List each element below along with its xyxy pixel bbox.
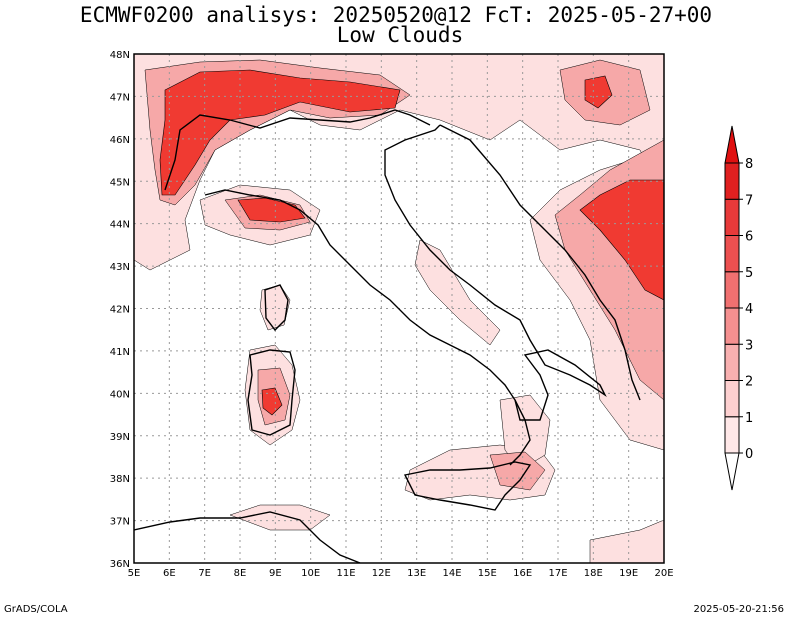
africa-coastline xyxy=(134,511,361,563)
colorbar-min-arrow xyxy=(724,452,740,491)
lon-label: 16E xyxy=(513,568,532,579)
colorbar: 0 1 2 3 4 5 6 7 8 xyxy=(724,125,753,491)
lon-label: 15E xyxy=(478,568,497,579)
lat-label: 38N xyxy=(110,474,130,485)
colorbar-swatch xyxy=(724,307,740,345)
colorbar-label: 5 xyxy=(745,266,753,281)
cloud-area-apennines xyxy=(414,239,501,346)
colorbar-label: 3 xyxy=(745,338,753,353)
colorbar-label: 2 xyxy=(745,375,753,390)
cloud-area-south xyxy=(229,504,331,531)
colorbar-swatch xyxy=(724,198,740,236)
italy-coastline xyxy=(204,124,607,421)
colorbar-label: 8 xyxy=(745,157,753,172)
lon-label: 14E xyxy=(442,568,461,579)
cloud-area-adriatic-east-core xyxy=(579,179,664,301)
lon-label: 7E xyxy=(198,568,211,579)
coastlines xyxy=(134,109,641,563)
lon-label: 12E xyxy=(372,568,391,579)
colorbar-swatch xyxy=(724,235,740,273)
lon-label: 8E xyxy=(234,568,247,579)
colorbar-swatch xyxy=(724,271,740,309)
colorbar-max-arrow xyxy=(724,125,740,164)
lat-label: 41N xyxy=(110,347,130,358)
cloud-area-calabria xyxy=(499,394,551,471)
footer-timestamp: 2025-05-20-21:56 xyxy=(693,604,784,615)
colorbar-label: 6 xyxy=(745,230,753,245)
map-subtitle: Low Clouds xyxy=(336,23,464,47)
footer-software-label: GrADS/COLA xyxy=(4,604,68,615)
sicily-coastline xyxy=(403,461,532,511)
lat-label: 39N xyxy=(110,432,130,443)
colorbar-swatch xyxy=(724,162,740,200)
lat-label: 37N xyxy=(110,517,130,528)
lat-label: 48N xyxy=(110,50,130,61)
cloud-area-alps-core xyxy=(159,69,401,196)
lat-label: 44N xyxy=(110,220,130,231)
lat-label: 43N xyxy=(110,262,130,273)
lon-label: 6E xyxy=(163,568,176,579)
balkan-coastline xyxy=(439,124,641,401)
colorbar-swatch xyxy=(724,416,740,454)
cloud-area-se xyxy=(589,519,664,563)
lon-label: 20E xyxy=(654,568,673,579)
lon-label: 18E xyxy=(584,568,603,579)
colorbar-swatch xyxy=(724,343,740,381)
lon-label: 17E xyxy=(548,568,567,579)
lon-label: 10E xyxy=(301,568,320,579)
lat-label: 46N xyxy=(110,135,130,146)
lon-label: 19E xyxy=(619,568,638,579)
lat-label: 36N xyxy=(110,559,130,570)
longitude-labels: 5E 6E 7E 8E 9E 10E 11E 12E 13E 14E 15E 16E 17E 18E 19E… xyxy=(128,568,674,579)
lon-label: 13E xyxy=(407,568,426,579)
lat-label: 40N xyxy=(110,389,130,400)
cloud-area-sicily-mid xyxy=(489,451,546,491)
lon-label: 11E xyxy=(336,568,355,579)
lat-label: 42N xyxy=(110,305,130,316)
colorbar-label: 4 xyxy=(745,302,753,317)
latitude-labels: 48N 47N 46N 45N 44N 43N 42N 41N 40N 39N 38N 37N 36N xyxy=(110,50,130,570)
calabria-coastline xyxy=(509,399,531,466)
sardinia-coastline xyxy=(247,349,296,436)
map-frame xyxy=(133,53,665,564)
lat-label: 47N xyxy=(110,92,130,103)
cloud-field xyxy=(134,54,664,563)
colorbar-label: 7 xyxy=(745,193,753,208)
lon-label: 9E xyxy=(269,568,282,579)
lon-label: 5E xyxy=(128,568,141,579)
colorbar-label: 1 xyxy=(745,411,753,426)
lat-label: 45N xyxy=(110,177,130,188)
cloud-area-sardinia-core xyxy=(261,387,283,416)
colorbar-label: 0 xyxy=(745,447,753,462)
alps-border xyxy=(164,109,431,191)
colorbar-swatch xyxy=(724,380,740,418)
corsica-coastline xyxy=(264,284,289,332)
map-title: ECMWF0200 analisys: 20250520@12 FcT: 202… xyxy=(79,3,713,27)
